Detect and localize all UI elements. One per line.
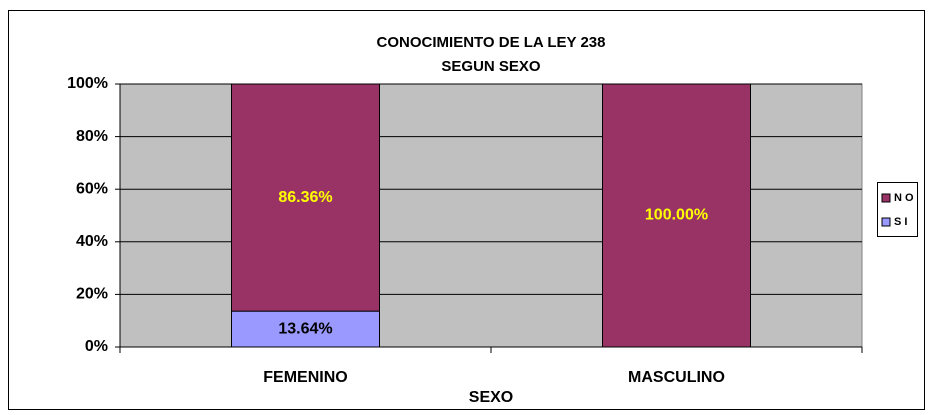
data-label: 100.00% — [645, 207, 708, 224]
bar-segment — [231, 83, 380, 312]
x-tick-label: MASCULINO — [628, 369, 725, 386]
y-tick-label: 20% — [76, 286, 108, 303]
bar-segment — [602, 83, 751, 348]
data-label: 13.64% — [278, 320, 332, 337]
y-tick-label: 60% — [76, 180, 108, 197]
y-tick-label: 0% — [85, 338, 108, 355]
x-tick-label: FEMENINO — [263, 369, 347, 386]
bar-segment — [231, 310, 380, 348]
legend-label: NO — [894, 192, 917, 204]
legend-box — [877, 182, 918, 237]
legend-label: SI — [894, 216, 910, 228]
legend-swatch — [881, 193, 891, 203]
chart-subtitle: SEGUN SEXO — [441, 58, 541, 75]
y-tick-label: 40% — [76, 233, 108, 250]
chart-title: CONOCIMIENTO DE LA LEY 238 — [377, 34, 606, 51]
y-tick-label: 100% — [67, 75, 108, 92]
legend-swatch — [881, 217, 891, 227]
data-label: 86.36% — [278, 189, 332, 206]
y-tick-label: 80% — [76, 128, 108, 145]
x-axis-title: SEXO — [469, 389, 513, 406]
